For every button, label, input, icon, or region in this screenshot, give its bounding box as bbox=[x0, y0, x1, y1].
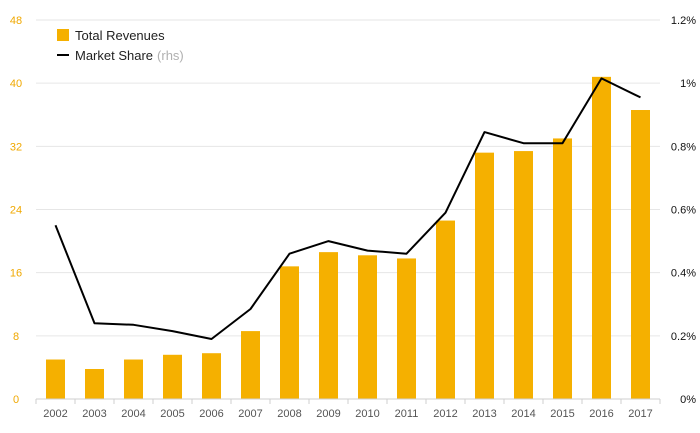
legend-label-market-share-name: Market Share bbox=[75, 48, 153, 63]
x-tick-label: 2013 bbox=[472, 408, 496, 420]
legend-label-market-share-note: (rhs) bbox=[157, 48, 184, 63]
bar-total-revenues bbox=[124, 359, 143, 399]
y-left-tick-label: 40 bbox=[10, 78, 22, 90]
y-left-tick-label: 16 bbox=[10, 268, 22, 280]
bar-total-revenues bbox=[46, 359, 65, 399]
bar-total-revenues bbox=[475, 152, 494, 399]
y-right-tick-label: 1.2% bbox=[671, 15, 696, 27]
bar-total-revenues bbox=[397, 258, 416, 399]
x-tick-label: 2002 bbox=[43, 408, 67, 420]
y-left-tick-label: 24 bbox=[10, 205, 22, 217]
y-right-tick-label: 0% bbox=[680, 394, 696, 406]
bar-total-revenues bbox=[553, 138, 572, 399]
bar-total-revenues bbox=[319, 252, 338, 399]
axes: 0 8 16 24 32 40 48 0% 0.2% 0.4% 0.6% 0.8% 1% 1.2% 2002… bbox=[10, 15, 696, 420]
y-left-tick-label: 48 bbox=[10, 15, 22, 27]
bar-total-revenues bbox=[631, 110, 650, 399]
y-left-tick-label: 8 bbox=[13, 331, 19, 343]
bar-total-revenues bbox=[514, 151, 533, 399]
market-share-line-group bbox=[54, 77, 641, 340]
market-share-line bbox=[54, 77, 641, 340]
bar-total-revenues bbox=[436, 220, 455, 399]
bar-total-revenues bbox=[202, 353, 221, 399]
x-tick-label: 2004 bbox=[121, 408, 145, 420]
x-tick-label: 2012 bbox=[433, 408, 457, 420]
bar-total-revenues bbox=[358, 255, 377, 399]
y-right-tick-label: 0.4% bbox=[671, 268, 696, 280]
y-right-tick-label: 0.8% bbox=[671, 141, 696, 153]
x-tick-label: 2003 bbox=[82, 408, 106, 420]
x-tick-label: 2011 bbox=[395, 408, 419, 420]
y-right-tick-label: 0.6% bbox=[671, 205, 696, 217]
x-tick-label: 2007 bbox=[238, 408, 262, 420]
legend-swatch-total-revenues bbox=[57, 29, 69, 41]
revenue-bars bbox=[46, 76, 650, 399]
x-tick-label: 2006 bbox=[199, 408, 223, 420]
bar-total-revenues bbox=[163, 354, 182, 399]
bar-total-revenues bbox=[85, 368, 104, 399]
x-tick-label: 2016 bbox=[589, 408, 613, 420]
bar-total-revenues bbox=[280, 266, 299, 399]
x-tick-label: 2017 bbox=[628, 408, 652, 420]
x-tick-label: 2014 bbox=[511, 408, 535, 420]
y-right-tick-label: 0.2% bbox=[671, 331, 696, 343]
y-right-tick-label: 1% bbox=[680, 78, 696, 90]
legend-label-total-revenues: Total Revenues bbox=[75, 28, 165, 43]
x-tick-label: 2009 bbox=[316, 408, 340, 420]
y-left-tick-label: 0 bbox=[13, 394, 19, 406]
y-left-tick-label: 32 bbox=[10, 141, 22, 153]
x-tick-label: 2015 bbox=[550, 408, 574, 420]
bar-total-revenues bbox=[592, 76, 611, 399]
legend-label-market-share: Market Share (rhs) bbox=[75, 48, 184, 63]
x-tick-label: 2010 bbox=[355, 408, 379, 420]
legend: Total Revenues Market Share (rhs) bbox=[57, 28, 184, 63]
x-tick-label: 2005 bbox=[160, 408, 184, 420]
bar-total-revenues bbox=[241, 331, 260, 399]
x-tick-label: 2008 bbox=[277, 408, 301, 420]
